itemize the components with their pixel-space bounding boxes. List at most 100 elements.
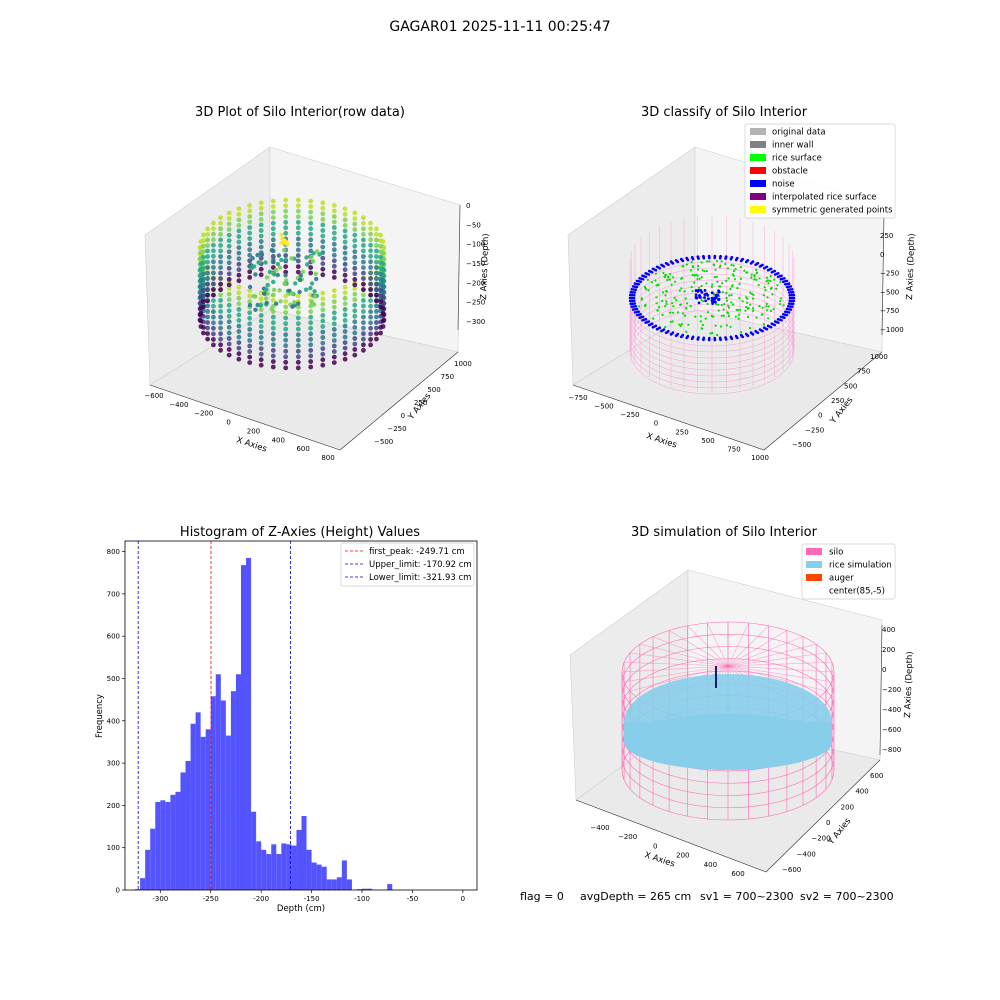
raw-point: [352, 227, 358, 232]
rice-surface-point: [668, 278, 671, 281]
raw-point: [211, 325, 216, 331]
noise-point: [628, 299, 632, 303]
raw-point: [247, 321, 253, 327]
raw-point: [361, 281, 366, 287]
rice-surface-point: [772, 308, 775, 311]
noise-point: [792, 296, 796, 300]
rice-surface-point: [678, 323, 681, 326]
raw-point: [352, 313, 358, 319]
raw-point: [295, 214, 301, 220]
plot2-y-tick: 1000: [870, 353, 888, 361]
rice-surface-point: [752, 297, 755, 300]
rice-surface-point: [687, 323, 690, 326]
noise-point: [718, 336, 722, 340]
plot1-y-tick: −500: [374, 438, 393, 446]
raw-point: [320, 296, 326, 302]
noise-point: [644, 317, 648, 321]
rice-surface-point: [724, 262, 727, 266]
raw-point: [331, 269, 337, 275]
raw-point: [352, 216, 358, 221]
raw-point: [283, 332, 289, 338]
plot3-x-tick: 0: [461, 895, 465, 903]
rice-surface-point: [775, 287, 778, 290]
raw-point: [342, 301, 348, 307]
raw-point: [270, 237, 276, 243]
raw-point: [201, 271, 206, 277]
noise-point: [789, 302, 793, 306]
raw-point: [205, 276, 211, 282]
raw-point: [201, 293, 206, 299]
rice-surface-point: [719, 325, 723, 328]
raw-point: [226, 302, 232, 308]
plot1-y-tick: 1000: [454, 360, 472, 368]
raw-point: [226, 243, 232, 249]
raw-point: [236, 323, 242, 329]
raw-point: [308, 309, 314, 314]
raw-point: [283, 219, 289, 225]
hist-bar: [306, 849, 312, 890]
legend-label: inner wall: [772, 141, 813, 151]
raw-point: [320, 239, 326, 244]
hist-bar: [180, 772, 186, 890]
rice-surface-point: [730, 294, 733, 297]
raw-point: [258, 329, 264, 335]
raw-point: [320, 351, 326, 357]
rice-surface-point: [734, 315, 737, 318]
rice-surface-point: [665, 289, 668, 293]
raw-point: [361, 270, 366, 276]
rice-surface-point: [755, 278, 758, 281]
raw-point: [247, 327, 253, 332]
plot1-y-tick: −250: [387, 425, 406, 433]
raw-point: [368, 281, 373, 287]
legend-label: symmetric generated points: [772, 206, 893, 216]
raw-point: [308, 285, 313, 291]
noise-point: [686, 334, 690, 338]
raw-point: [309, 254, 314, 259]
noise-point: [658, 267, 662, 270]
raw-point: [205, 281, 211, 287]
raw-point: [201, 277, 206, 282]
raw-point: [278, 299, 283, 304]
raw-point: [378, 249, 383, 255]
raw-point: [201, 232, 206, 238]
rice-surface-point: [725, 299, 729, 302]
plot2-x-tick: 750: [727, 445, 740, 453]
status-avg-depth: avgDepth = 265 cm: [580, 890, 691, 903]
hist-bar: [311, 862, 317, 890]
rice-surface-point: [779, 297, 783, 300]
raw-point: [236, 267, 242, 273]
raw-point: [380, 311, 386, 316]
raw-point: [342, 345, 348, 351]
rice-surface-point: [708, 260, 711, 263]
raw-point: [331, 208, 337, 214]
rice-surface-point: [715, 275, 718, 278]
rice-surface-point: [678, 289, 681, 292]
noise-point: [787, 305, 790, 308]
noise-point: [662, 328, 666, 331]
plot3-x-tick: -200: [253, 895, 269, 903]
noise-point: [716, 293, 720, 297]
raw-point: [283, 225, 289, 231]
rice-surface-point: [675, 299, 678, 302]
raw-point: [374, 303, 379, 309]
plot2-x-tick: −750: [568, 394, 587, 402]
hist-bar: [220, 700, 226, 890]
raw-point: [283, 310, 289, 315]
raw-point: [374, 331, 379, 336]
plot3-y-tick: 300: [107, 760, 120, 768]
hist-bar: [145, 849, 151, 890]
raw-point: [361, 259, 366, 265]
raw-point: [352, 297, 358, 303]
raw-point: [295, 247, 301, 253]
raw-point: [295, 225, 301, 231]
raw-point: [205, 265, 211, 270]
noise-point: [784, 310, 787, 314]
rice-surface-point: [725, 292, 728, 295]
raw-point: [352, 249, 358, 255]
raw-point: [205, 292, 211, 298]
hist-bar: [346, 879, 352, 890]
raw-point: [236, 307, 242, 312]
raw-point: [226, 232, 232, 238]
raw-point: [211, 270, 216, 276]
